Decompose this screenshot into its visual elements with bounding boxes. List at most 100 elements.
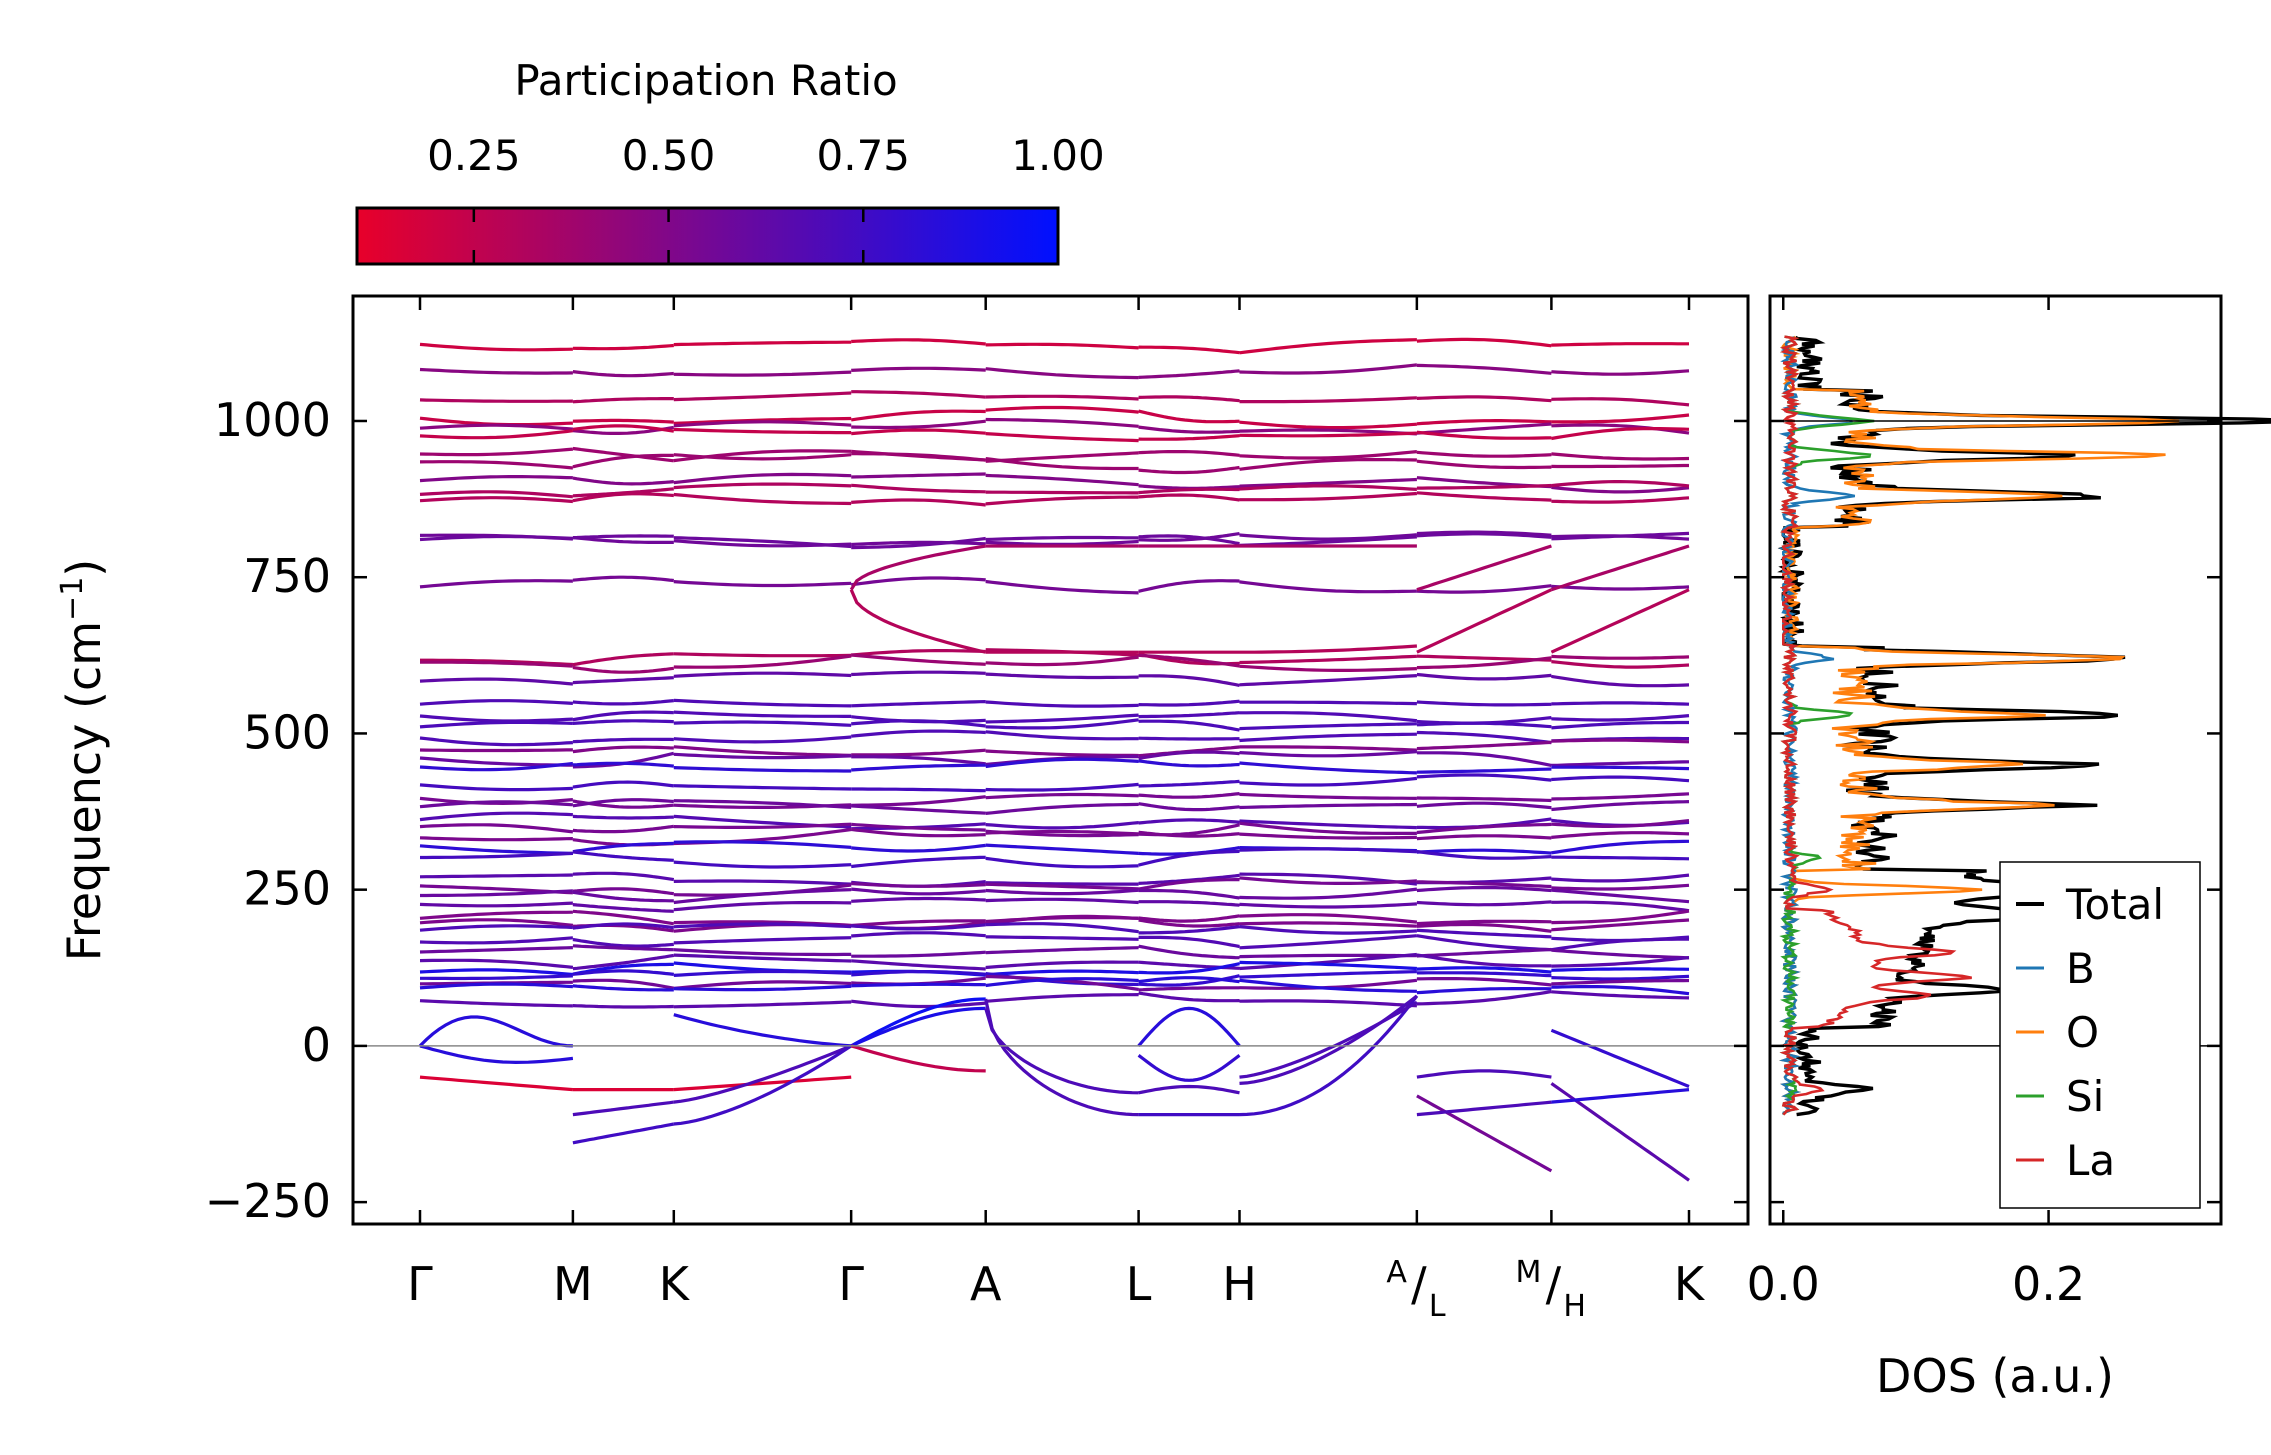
phonon-band <box>419 423 574 431</box>
phonon-band <box>419 924 573 932</box>
phonon-band <box>1416 947 1552 958</box>
phonon-band <box>572 575 674 583</box>
phonon-band <box>673 888 852 905</box>
phonon-band <box>851 729 986 738</box>
phonon-band <box>419 579 573 589</box>
phonon-band <box>419 367 573 375</box>
phonon-band <box>985 394 1139 401</box>
phonon-band <box>1551 531 1690 541</box>
legend-label: Si <box>2066 1072 2104 1121</box>
phonon-band <box>1138 699 1240 707</box>
phonon-band <box>1416 796 1552 803</box>
phonon-band <box>1416 656 1552 670</box>
phonon-band <box>851 982 986 988</box>
phonon-band <box>1416 880 1552 889</box>
phonon-band <box>419 901 573 908</box>
phonon-band <box>1551 831 1690 839</box>
phonon-band <box>1239 484 1417 491</box>
phonon-band <box>420 889 573 898</box>
phonon-band <box>851 536 986 550</box>
phonon-band <box>1138 532 1240 542</box>
phonon-band <box>572 446 674 463</box>
phonon-band <box>1239 363 1418 375</box>
phonon-band <box>572 953 675 971</box>
phonon-band <box>1239 902 1417 909</box>
phonon-band <box>1416 422 1552 435</box>
band-y-tick-labels: −250 0 250 500 750 1000 <box>205 393 331 1228</box>
phonon-band <box>851 923 986 931</box>
phonon-band <box>419 783 573 792</box>
phonon-band <box>1239 700 1417 706</box>
phonon-band <box>1239 535 1417 547</box>
imaginary-band <box>1551 1088 1690 1104</box>
phonon-band <box>572 984 674 992</box>
phonon-band <box>1239 664 1417 672</box>
phonon-band <box>851 390 986 399</box>
phonon-band <box>985 843 1139 855</box>
imaginary-band <box>673 1044 853 1126</box>
colorbar-tick-label: 0.75 <box>817 131 911 180</box>
phonon-band <box>1138 750 1240 760</box>
phonon-band <box>673 654 852 669</box>
phonon-band <box>1416 459 1552 470</box>
phonon-band <box>572 937 674 948</box>
phonon-band <box>985 535 1139 542</box>
k-label: Γ <box>407 1257 433 1311</box>
imaginary-band <box>1416 1094 1553 1173</box>
phonon-band <box>1416 767 1552 774</box>
phonon-band <box>1138 487 1240 495</box>
phonon-band <box>851 428 986 436</box>
phonon-band <box>1416 849 1552 860</box>
phonon-band <box>1138 719 1240 732</box>
phonon-band <box>1239 580 1417 594</box>
dos-series-la <box>1779 335 1972 1116</box>
phonon-band <box>1416 834 1552 841</box>
phonon-band <box>851 649 986 657</box>
phonon-band <box>1551 485 1690 494</box>
acoustic-band <box>1137 1006 1241 1047</box>
phonon-band <box>1416 987 1552 995</box>
phonon-band <box>572 737 674 744</box>
phonon-band <box>1138 830 1240 838</box>
phonon-band <box>673 984 852 992</box>
phonon-band <box>1239 654 1417 665</box>
acoustic-band <box>1137 1054 1241 1082</box>
phonon-band <box>851 472 986 479</box>
phonon-band <box>1551 792 1690 801</box>
y-tick-label: 1000 <box>214 393 331 447</box>
phonon-band <box>419 460 574 470</box>
phonon-band <box>851 748 986 757</box>
phonon-band <box>1551 909 1690 925</box>
phonon-band <box>985 718 1139 730</box>
phonon-band <box>1138 345 1240 355</box>
phonon-band <box>1138 736 1240 741</box>
phonon-band <box>419 699 573 706</box>
phonon-band <box>1416 430 1552 440</box>
phonon-band <box>1239 722 1417 731</box>
phonon-band <box>1239 821 1417 835</box>
band-lines <box>418 337 1690 1182</box>
dos-legend: Total BO Si La <box>1999 861 2201 1209</box>
phonon-band <box>1138 878 1240 891</box>
phonon-band <box>850 409 986 422</box>
y-tick-label: 0 <box>302 1018 331 1072</box>
phonon-band <box>419 946 573 954</box>
phonon-band <box>985 977 1139 988</box>
phonon-band <box>419 736 573 747</box>
imaginary-band <box>1416 1069 1552 1079</box>
phonon-band <box>1138 409 1240 424</box>
phonon-band <box>419 496 574 504</box>
phonon-band <box>1138 888 1240 900</box>
phonon-band <box>985 700 1139 708</box>
phonon-band <box>419 873 573 879</box>
imaginary-band <box>673 1075 852 1092</box>
phonon-band <box>1138 849 1240 867</box>
phonon-band <box>572 676 674 685</box>
phonon-band <box>419 490 574 499</box>
phonon-band <box>985 922 1139 934</box>
acoustic-band <box>850 1006 986 1048</box>
phonon-band <box>419 398 573 403</box>
phonon-band <box>1239 887 1418 900</box>
phonon-band <box>1416 990 1552 1006</box>
